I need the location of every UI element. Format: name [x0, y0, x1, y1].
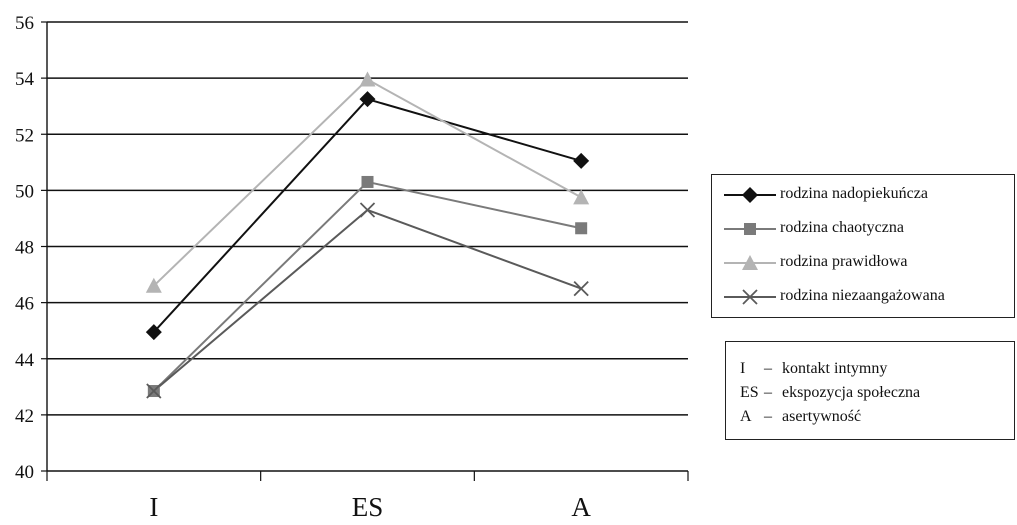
x-marker-stroke — [146, 383, 162, 399]
data-point-diamond — [573, 152, 590, 169]
data-point-square — [575, 222, 588, 235]
abbr-text: ekspozycja społeczna — [782, 384, 921, 401]
legend-label: rodzina chaotyczna — [780, 219, 904, 236]
x-marker-stroke — [359, 202, 376, 218]
abbr-key: A — [740, 408, 752, 425]
legend-marker — [742, 187, 758, 203]
legend-label: rodzina nadopiekuńcza — [780, 185, 928, 202]
y-tick-label: 42 — [15, 406, 34, 427]
data-point-diamond — [145, 324, 162, 341]
y-tick-label: 40 — [15, 462, 34, 483]
chart-legend: rodzina nadopiekuńcza rodzina chaotyczna… — [711, 174, 1015, 318]
abbreviation-key: I – kontakt intymny ES – ekspozycja społeczn… — [725, 341, 1015, 440]
y-tick-label: 54 — [15, 69, 35, 90]
legend-swatch-square-icon — [724, 223, 776, 235]
data-point-x — [359, 202, 376, 218]
y-tick-label: 50 — [15, 181, 34, 202]
data-point-x — [146, 383, 162, 399]
data-point-square — [361, 175, 374, 188]
series-line-1 — [153, 180, 582, 392]
abbr-key: I — [740, 360, 746, 377]
legend-marker — [742, 289, 758, 305]
data-point-triangle — [359, 71, 376, 87]
legend-item-chaotyczna: rodzina chaotyczna — [712, 217, 1012, 241]
legend-item-prawidlowa: rodzina prawidłowa — [712, 251, 1012, 275]
legend-label: rodzina niezaangażowana — [780, 287, 945, 304]
abbr-text: asertywność — [782, 408, 862, 425]
y-tick-label: 44 — [15, 350, 35, 371]
abbr-row-i: I – kontakt intymny — [740, 360, 887, 382]
legend-swatch-diamond-icon — [724, 187, 776, 203]
y-tick-label: 46 — [15, 294, 34, 315]
legend-marker — [742, 255, 758, 270]
abbr-text: kontakt intymny — [782, 360, 888, 377]
x-tick-label: ES — [352, 492, 384, 520]
legend-item-niezaangazowana: rodzina niezaangażowana — [712, 285, 1012, 309]
y-tick-label: 48 — [15, 238, 34, 259]
data-point-triangle — [573, 189, 590, 205]
abbr-dash: – — [764, 360, 772, 377]
y-tick-label: 56 — [15, 13, 34, 34]
data-point-triangle — [145, 277, 162, 293]
legend-marker — [744, 223, 756, 235]
data-point-x — [573, 280, 589, 297]
x-marker-stroke — [573, 280, 589, 297]
legend-swatch-triangle-icon — [724, 255, 776, 270]
abbr-dash: – — [764, 408, 772, 425]
data-point-diamond — [359, 91, 376, 108]
x-tick-label: A — [571, 492, 591, 520]
x-tick-label: I — [149, 492, 158, 520]
abbr-key: ES — [740, 384, 759, 401]
legend-item-nadopiekuncza: rodzina nadopiekuńcza — [712, 183, 1012, 207]
y-tick-label: 52 — [15, 125, 34, 146]
abbr-row-es: ES – ekspozycja społeczna — [740, 384, 920, 406]
abbr-row-a: A – asertywność — [740, 408, 861, 430]
series-line-3 — [153, 208, 582, 392]
legend-swatch-x-icon — [724, 289, 776, 305]
abbr-dash: – — [764, 384, 772, 401]
legend-label: rodzina prawidłowa — [780, 253, 908, 270]
x-marker-stroke — [742, 289, 758, 305]
